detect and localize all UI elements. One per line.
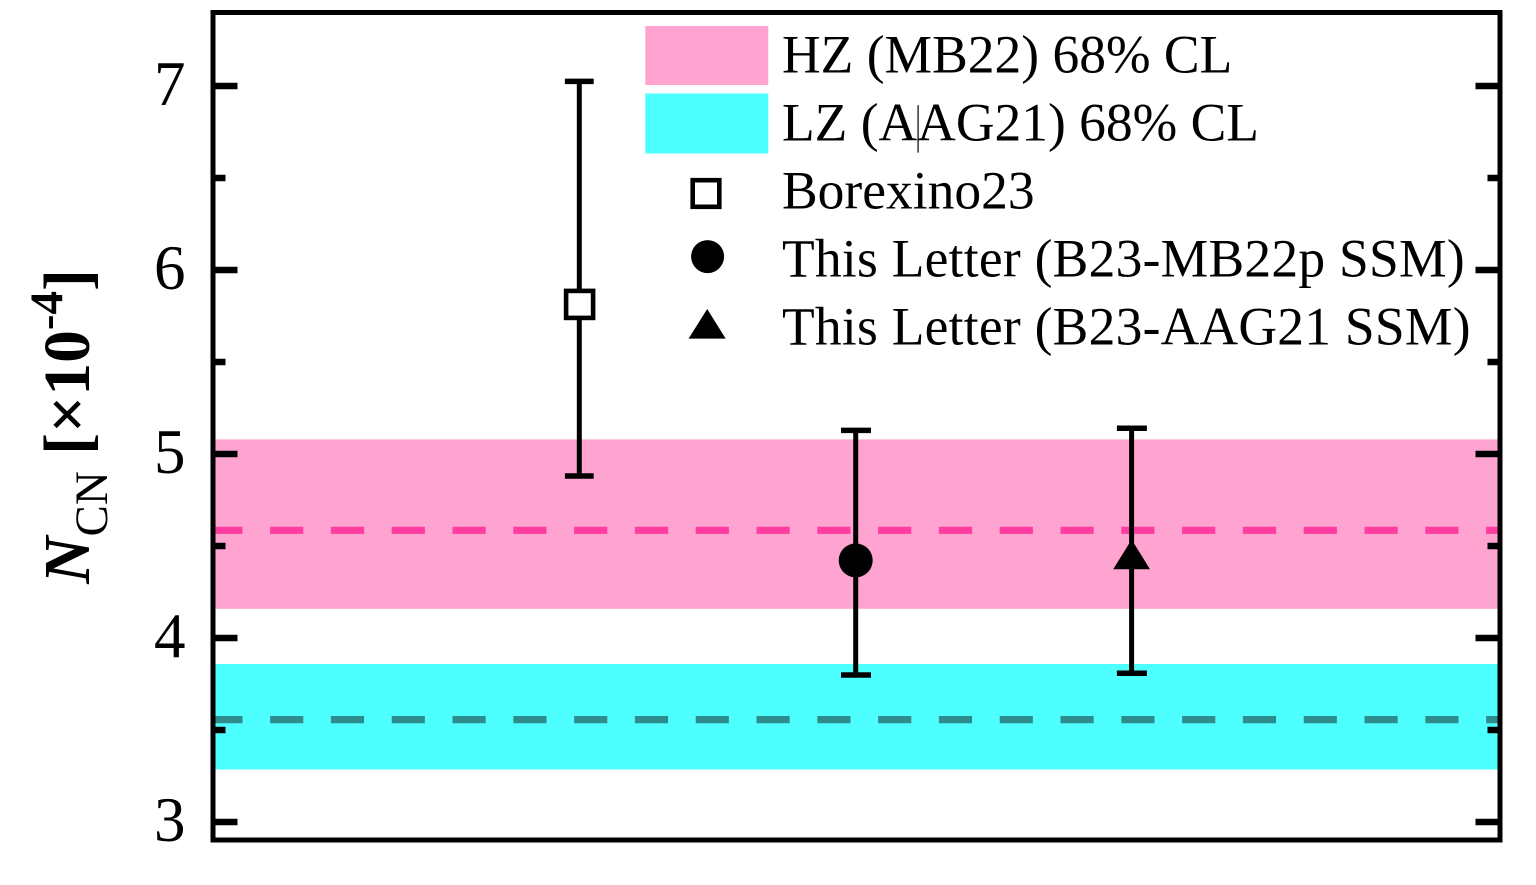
svg-text:Borexino23: Borexino23 xyxy=(782,160,1035,220)
svg-text:LZ (AAG21) 68% CL: LZ (AAG21) 68% CL xyxy=(782,92,1259,152)
svg-text:NCN [×10-4]: NCN [×10-4] xyxy=(21,269,118,585)
svg-text:5: 5 xyxy=(154,417,186,487)
svg-text:4: 4 xyxy=(154,601,186,671)
svg-text:HZ (MB22) 68% CL: HZ (MB22) 68% CL xyxy=(782,24,1232,84)
svg-text:6: 6 xyxy=(154,233,186,303)
svg-text:7: 7 xyxy=(154,49,186,119)
svg-text:This Letter (B23-MB22p SSM): This Letter (B23-MB22p SSM) xyxy=(782,228,1465,288)
svg-text:This Letter (B23-AAG21 SSM): This Letter (B23-AAG21 SSM) xyxy=(782,297,1471,357)
svg-text:3: 3 xyxy=(154,785,186,855)
